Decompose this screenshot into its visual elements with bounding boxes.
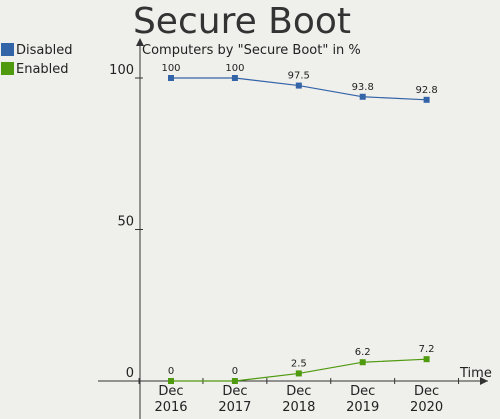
data-label-disabled: 93.8 [352, 82, 374, 93]
data-point-enabled [231, 378, 238, 384]
x-tick-label: Dec 2018 [282, 384, 315, 415]
data-label-disabled: 100 [161, 63, 180, 74]
data-point-enabled [423, 356, 430, 363]
data-point-enabled [295, 370, 302, 377]
data-label-disabled: 100 [225, 63, 244, 74]
data-point-disabled [359, 93, 366, 100]
legend-label-disabled: Disabled [16, 43, 72, 58]
data-point-enabled [168, 378, 174, 384]
legend-swatch-enabled [1, 62, 14, 75]
data-point-disabled [231, 75, 238, 81]
y-axis-arrow [136, 38, 144, 46]
x-tick-label: Dec 2020 [410, 384, 443, 415]
data-label-enabled: 0 [168, 366, 174, 377]
data-label-enabled: 2.5 [291, 358, 307, 369]
legend-label-enabled: Enabled [16, 62, 69, 77]
x-tick-label: Dec 2019 [346, 384, 379, 415]
x-axis-label: Time [459, 366, 492, 381]
data-label-disabled: 97.5 [288, 71, 310, 82]
y-tick-label: 100 [109, 63, 134, 78]
x-tick-label: Dec 2017 [218, 384, 251, 415]
plot-area: 100 100 97.5 93.8 92.8 0 0 2.5 6.2 7.2 [161, 63, 438, 384]
y-tick-label: 50 [117, 215, 134, 230]
axes: 0 50 100 Dec 2016 Dec 2017 Dec 2018 Dec 2019 Dec 202… [98, 38, 492, 419]
legend-swatch-disabled [1, 43, 14, 56]
data-point-disabled [423, 96, 430, 103]
data-label-enabled: 6.2 [355, 347, 371, 358]
data-point-enabled [359, 359, 366, 366]
data-label-disabled: 92.8 [415, 85, 437, 96]
data-point-disabled [295, 82, 302, 89]
chart-title: Secure Boot [133, 1, 351, 42]
data-label-enabled: 7.2 [419, 344, 435, 355]
data-point-disabled [168, 75, 174, 81]
x-axis-arrow [480, 377, 488, 385]
y-tick-label: 0 [126, 366, 134, 381]
chart-subtitle: Computers by "Secure Boot" in % [142, 43, 361, 58]
data-label-enabled: 0 [232, 366, 238, 377]
legend: Disabled Enabled [1, 43, 72, 77]
x-tick-label: Dec 2016 [154, 384, 187, 415]
